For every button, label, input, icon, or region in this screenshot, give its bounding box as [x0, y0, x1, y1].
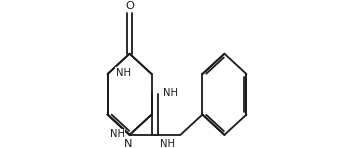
Text: NH: NH — [116, 67, 131, 78]
Text: NH: NH — [160, 139, 175, 148]
Text: N: N — [124, 139, 132, 148]
Text: NH: NH — [110, 129, 125, 139]
Text: O: O — [125, 1, 134, 11]
Text: NH: NH — [163, 88, 178, 98]
